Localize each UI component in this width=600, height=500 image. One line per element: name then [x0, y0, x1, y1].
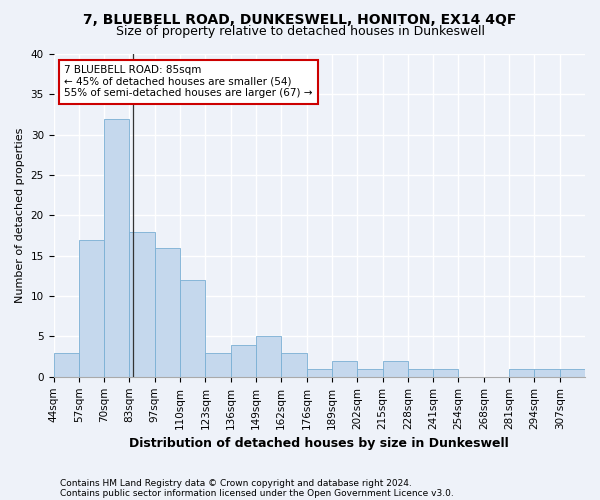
Bar — [357, 368, 383, 377]
Bar — [79, 240, 104, 377]
Bar — [408, 368, 433, 377]
Bar — [509, 368, 535, 377]
X-axis label: Distribution of detached houses by size in Dunkeswell: Distribution of detached houses by size … — [130, 437, 509, 450]
Bar — [307, 368, 332, 377]
Bar — [383, 360, 408, 377]
Y-axis label: Number of detached properties: Number of detached properties — [15, 128, 25, 303]
Bar — [155, 248, 180, 377]
Bar — [230, 344, 256, 377]
Bar — [205, 352, 230, 377]
Bar — [256, 336, 281, 377]
Bar — [130, 232, 155, 377]
Bar — [281, 352, 307, 377]
Bar — [180, 280, 205, 377]
Text: Contains public sector information licensed under the Open Government Licence v3: Contains public sector information licen… — [60, 488, 454, 498]
Bar — [104, 118, 130, 377]
Bar — [535, 368, 560, 377]
Bar — [332, 360, 357, 377]
Text: Contains HM Land Registry data © Crown copyright and database right 2024.: Contains HM Land Registry data © Crown c… — [60, 478, 412, 488]
Bar — [433, 368, 458, 377]
Bar — [560, 368, 585, 377]
Bar — [53, 352, 79, 377]
Text: 7 BLUEBELL ROAD: 85sqm
← 45% of detached houses are smaller (54)
55% of semi-det: 7 BLUEBELL ROAD: 85sqm ← 45% of detached… — [64, 66, 313, 98]
Text: 7, BLUEBELL ROAD, DUNKESWELL, HONITON, EX14 4QF: 7, BLUEBELL ROAD, DUNKESWELL, HONITON, E… — [83, 12, 517, 26]
Text: Size of property relative to detached houses in Dunkeswell: Size of property relative to detached ho… — [115, 25, 485, 38]
